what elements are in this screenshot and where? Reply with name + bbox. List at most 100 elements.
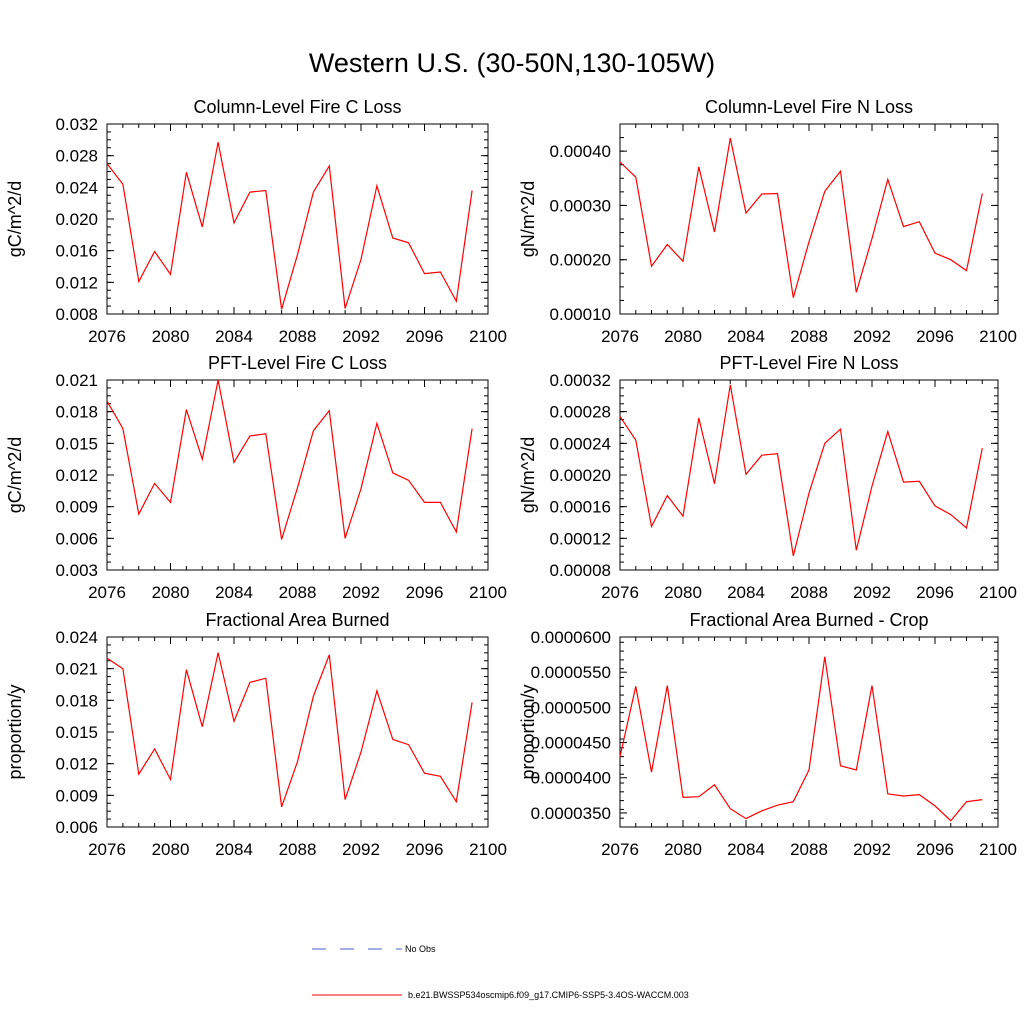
x-tick-label: 2084 [215, 840, 253, 859]
legend: No Obs b.e21.BWSSP534oscmip6.f09_g17.CMI… [312, 944, 689, 1000]
y-tick-label: 0.015 [55, 434, 98, 453]
x-tick-label: 2076 [88, 327, 126, 346]
x-tick-label: 2088 [790, 840, 828, 859]
legend-model-label: b.e21.BWSSP534oscmip6.f09_g17.CMIP6-SSP5… [408, 990, 689, 1000]
chart-panel-3: 2076 2080 2084 2088 2092 2096 2100 0.003 0.006 0.… [5, 353, 507, 602]
x-tick-label: 2076 [601, 327, 639, 346]
x-tick-label: 2088 [279, 583, 317, 602]
y-tick-label: 0.028 [55, 147, 98, 166]
x-tick-label: 2076 [601, 840, 639, 859]
y-tick-label: 0.006 [55, 818, 98, 837]
y-tick-label: 0.00040 [550, 142, 611, 161]
y-tick-label: 0.009 [55, 786, 98, 805]
page-title: Western U.S. (30-50N,130-105W) [308, 48, 716, 78]
plot-frame [106, 379, 489, 571]
x-tick-label: 2096 [406, 327, 444, 346]
chart-panel-1: 2076 2080 2084 2088 2092 2096 2100 0.008 0.012 0.… [5, 97, 507, 346]
y-tick-label: 0.0000550 [531, 663, 611, 682]
series-line [619, 137, 983, 298]
y-tick-label: 0.00030 [550, 196, 611, 215]
y-axis-label: gC/m^2/d [5, 437, 25, 513]
panel-title: Column-Level Fire N Loss [705, 97, 913, 117]
y-tick-label: 0.00016 [550, 498, 611, 517]
y-tick-label: 0.0000350 [531, 804, 611, 823]
panel-title: Column-Level Fire C Loss [193, 97, 401, 117]
y-tick-label: 0.00020 [550, 466, 611, 485]
chart-panel-4: 2076 2080 2084 2088 2092 2096 2100 0.00008 0.000… [518, 353, 1017, 602]
x-tick-label: 2092 [853, 840, 891, 859]
x-tick-label: 2080 [152, 840, 190, 859]
y-axis-label: gC/m^2/d [5, 181, 25, 257]
plot-frame [619, 379, 999, 571]
panel-title: Fractional Area Burned - Crop [689, 610, 928, 630]
x-tick-label: 2080 [152, 583, 190, 602]
panel-title: PFT-Level Fire N Loss [719, 353, 898, 373]
x-tick-label: 2092 [342, 327, 380, 346]
x-tick-label: 2100 [469, 583, 507, 602]
chart-panel-2: 2076 2080 2084 2088 2092 2096 2100 0.00010 0.000… [518, 97, 1017, 346]
y-tick-label: 0.00024 [550, 434, 611, 453]
chart-panel-6: 2076 2080 2084 2088 2092 2096 2100 0.0000350 0.0… [518, 610, 1017, 859]
plot-frame [106, 123, 489, 315]
x-tick-label: 2076 [88, 583, 126, 602]
x-tick-label: 2092 [342, 583, 380, 602]
y-tick-label: 0.024 [55, 178, 98, 197]
y-tick-label: 0.020 [55, 210, 98, 229]
x-tick-label: 2092 [853, 583, 891, 602]
series-line [106, 652, 473, 808]
y-tick-label: 0.0000500 [531, 698, 611, 717]
y-tick-label: 0.003 [55, 561, 98, 580]
x-tick-label: 2092 [853, 327, 891, 346]
series-line [619, 384, 983, 556]
y-axis-label: gN/m^2/d [518, 437, 538, 513]
x-tick-label: 2088 [279, 327, 317, 346]
series-line [106, 379, 473, 540]
y-tick-label: 0.032 [55, 115, 98, 134]
y-tick-label: 0.018 [55, 691, 98, 710]
y-tick-label: 0.024 [55, 628, 98, 647]
x-tick-label: 2080 [664, 583, 702, 602]
y-tick-label: 0.00020 [550, 251, 611, 270]
y-tick-label: 0.015 [55, 723, 98, 742]
x-tick-label: 2084 [215, 583, 253, 602]
x-tick-label: 2100 [979, 327, 1017, 346]
y-tick-label: 0.0000450 [531, 734, 611, 753]
y-tick-label: 0.012 [55, 755, 98, 774]
panel-title: PFT-Level Fire C Loss [208, 353, 387, 373]
y-tick-label: 0.008 [55, 305, 98, 324]
y-tick-label: 0.012 [55, 273, 98, 292]
x-tick-label: 2088 [790, 327, 828, 346]
y-tick-label: 0.00012 [550, 529, 611, 548]
x-tick-label: 2096 [916, 327, 954, 346]
y-tick-label: 0.009 [55, 498, 98, 517]
x-tick-label: 2100 [979, 583, 1017, 602]
plot-frame [619, 123, 999, 315]
y-tick-label: 0.00010 [550, 305, 611, 324]
x-tick-label: 2084 [727, 327, 765, 346]
y-tick-label: 0.021 [55, 371, 98, 390]
y-tick-label: 0.016 [55, 242, 98, 261]
x-tick-label: 2084 [727, 840, 765, 859]
x-tick-label: 2088 [279, 840, 317, 859]
y-axis-label: proportion/y [518, 684, 538, 779]
y-tick-label: 0.006 [55, 529, 98, 548]
x-tick-label: 2088 [790, 583, 828, 602]
y-axis-label: gN/m^2/d [518, 181, 538, 257]
x-tick-label: 2080 [152, 327, 190, 346]
y-tick-label: 0.0000600 [531, 628, 611, 647]
y-tick-label: 0.012 [55, 466, 98, 485]
x-tick-label: 2096 [916, 583, 954, 602]
x-tick-label: 2084 [727, 583, 765, 602]
y-axis-label: proportion/y [5, 684, 25, 779]
legend-no-obs-label: No Obs [405, 944, 436, 954]
x-tick-label: 2092 [342, 840, 380, 859]
panel-title: Fractional Area Burned [205, 610, 389, 630]
x-tick-label: 2076 [88, 840, 126, 859]
x-tick-label: 2096 [406, 583, 444, 602]
x-tick-label: 2084 [215, 327, 253, 346]
plot-frame [619, 636, 999, 828]
x-tick-label: 2100 [979, 840, 1017, 859]
x-tick-label: 2096 [916, 840, 954, 859]
y-tick-label: 0.0000400 [531, 769, 611, 788]
